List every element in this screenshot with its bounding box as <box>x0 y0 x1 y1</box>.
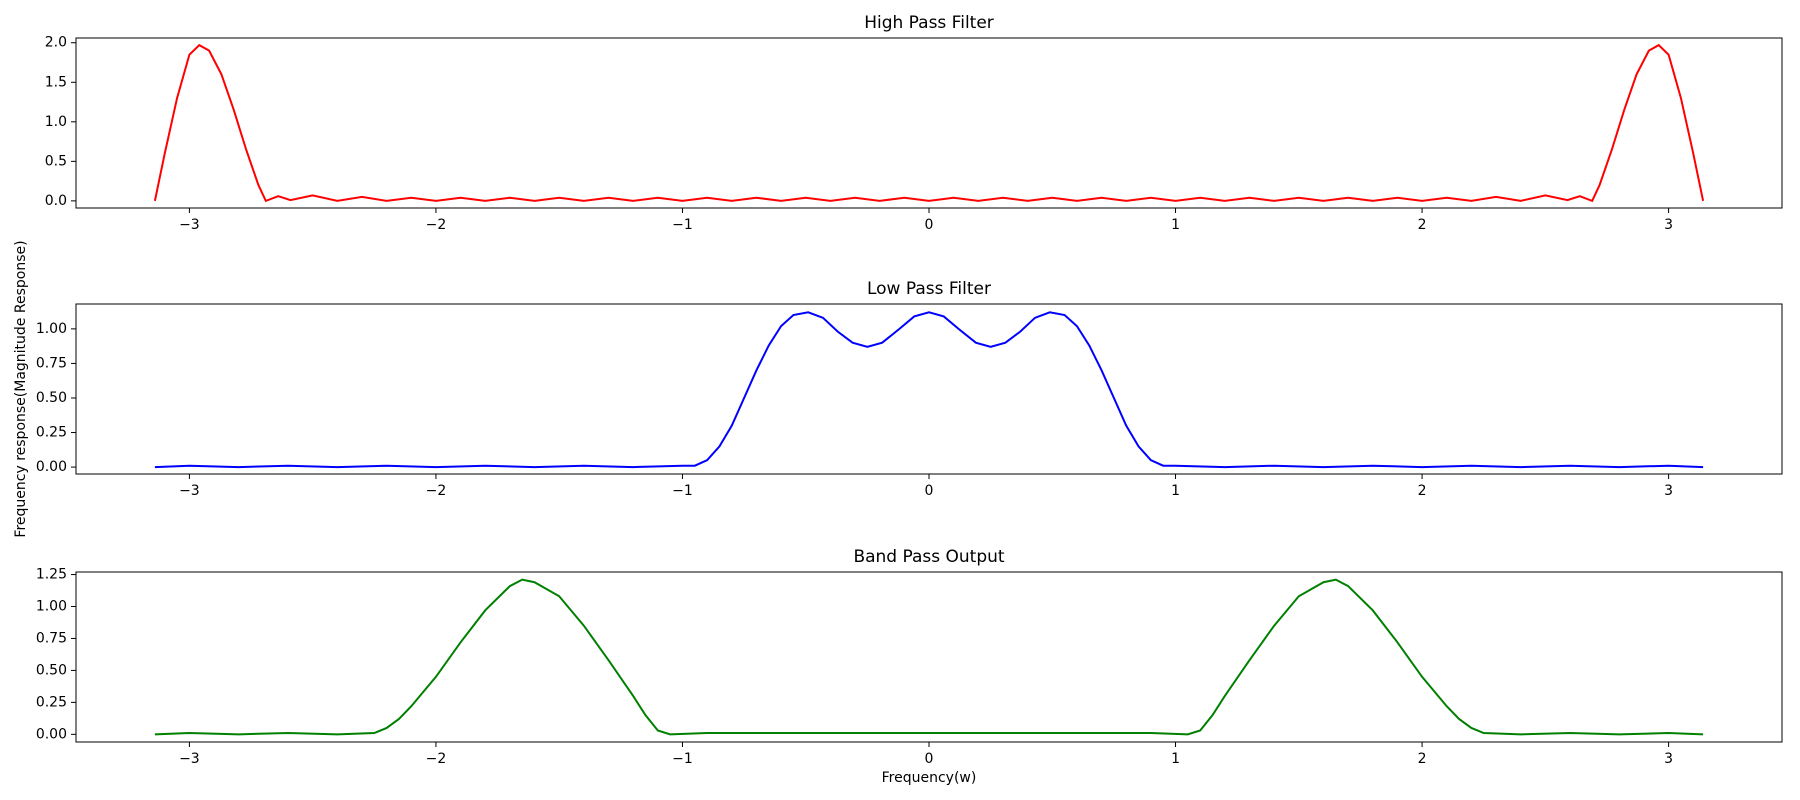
y-tick-label: 0.00 <box>36 459 67 475</box>
x-tick-label: 1 <box>1171 217 1180 233</box>
x-tick-label: −1 <box>672 217 693 233</box>
plot-frame <box>75 303 1783 475</box>
x-tick-label: −3 <box>179 483 200 499</box>
y-tick-label: 0.5 <box>45 153 67 169</box>
x-tick-label: 2 <box>1418 483 1427 499</box>
plot-frame <box>75 37 1783 209</box>
y-tick-label: 0.75 <box>36 355 67 371</box>
x-tick-label: −2 <box>426 751 447 767</box>
y-tick-label: 2.0 <box>45 35 67 51</box>
line <box>154 311 1704 469</box>
y-tick-label: 0.25 <box>36 694 67 710</box>
y-tick-label: 0.50 <box>36 390 67 406</box>
x-tick-label: 2 <box>1418 217 1427 233</box>
y-tick-label: 1.00 <box>36 599 67 615</box>
x-tick-label: −3 <box>179 217 200 233</box>
y-tick-label: 0.0 <box>45 193 67 209</box>
x-axis-label: Frequency(w) <box>882 770 977 786</box>
x-tick-label: 2 <box>1418 751 1427 767</box>
chart-title: Band Pass Output <box>853 547 1004 567</box>
line <box>153 43 1705 203</box>
y-tick-label: 0.00 <box>36 726 67 742</box>
x-tick-label: −2 <box>426 217 447 233</box>
x-tick-label: 0 <box>925 751 934 767</box>
x-tick-label: 3 <box>1664 483 1673 499</box>
x-tick-label: 0 <box>925 483 934 499</box>
x-tick-label: −3 <box>179 751 200 767</box>
x-tick-label: 0 <box>925 217 934 233</box>
y-tick-label: 0.75 <box>36 630 67 646</box>
x-tick-label: −1 <box>672 483 693 499</box>
x-tick-label: 3 <box>1664 751 1673 767</box>
y-tick-label: 0.25 <box>36 425 67 441</box>
plot-frame <box>75 571 1783 743</box>
x-tick-label: 1 <box>1171 751 1180 767</box>
y-axis-label: Frequency response(Magnitude Response) <box>13 240 29 537</box>
y-tick-label: 1.5 <box>45 74 67 90</box>
y-tick-label: 1.0 <box>45 114 67 130</box>
y-tick-label: 1.25 <box>36 567 67 583</box>
x-tick-label: 1 <box>1171 483 1180 499</box>
y-tick-label: 1.00 <box>36 321 67 337</box>
y-tick-label: 0.50 <box>36 662 67 678</box>
chart-title: High Pass Filter <box>864 13 994 33</box>
chart-title: Low Pass Filter <box>867 279 991 299</box>
x-tick-label: −2 <box>426 483 447 499</box>
x-tick-label: −1 <box>672 751 693 767</box>
line <box>154 578 1704 736</box>
x-tick-label: 3 <box>1664 217 1673 233</box>
